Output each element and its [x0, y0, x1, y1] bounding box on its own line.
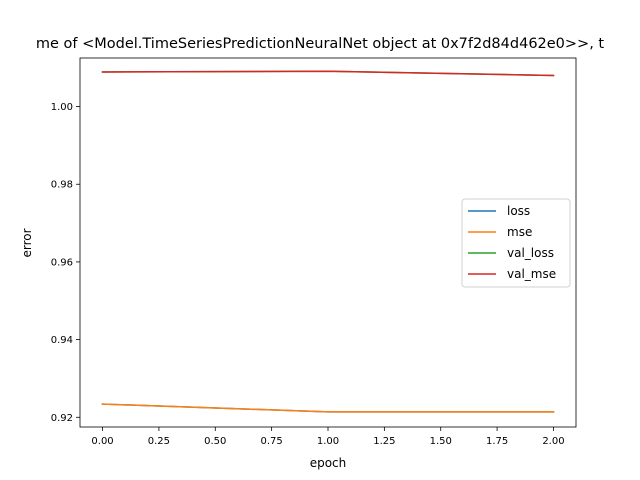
x-axis-ticks: 0.00 0.25 0.50 0.75 1.00 1.25 1.50 1.75 2.00	[91, 427, 565, 447]
x-tick-label: 1.25	[373, 436, 395, 447]
legend-label-mse: mse	[507, 225, 532, 239]
x-tick-label: 0.00	[91, 436, 113, 447]
legend-label-val-mse: val_mse	[507, 267, 556, 281]
x-tick-label: 0.25	[148, 436, 170, 447]
x-tick-label: 1.50	[430, 436, 452, 447]
legend-box	[461, 198, 571, 288]
y-axis-label: error	[20, 228, 34, 257]
y-axis-ticks: 0.92 0.94 0.96 0.98 1.00	[51, 102, 80, 424]
chart-title: me of <Model.TimeSeriesPredictionNeuralN…	[36, 36, 605, 52]
x-axis-label: epoch	[310, 456, 347, 470]
y-tick-label: 0.92	[51, 413, 73, 424]
y-tick-label: 1.00	[51, 102, 73, 113]
y-tick-label: 0.96	[51, 257, 73, 268]
series-line-mse	[101, 403, 555, 413]
x-tick-label: 1.75	[486, 436, 508, 447]
legend-label-loss: loss	[507, 204, 530, 218]
legend-label-val-loss: val_loss	[507, 246, 554, 260]
x-tick-label: 0.50	[204, 436, 226, 447]
x-tick-label: 0.75	[261, 436, 283, 447]
legend: loss mse val_loss val_mse	[461, 198, 571, 288]
x-tick-label: 1.00	[317, 436, 339, 447]
series-layer	[101, 70, 555, 413]
series-line-val-mse	[101, 70, 555, 77]
y-tick-label: 0.98	[51, 180, 73, 191]
x-tick-label: 2.00	[542, 436, 564, 447]
y-tick-label: 0.94	[51, 335, 73, 346]
